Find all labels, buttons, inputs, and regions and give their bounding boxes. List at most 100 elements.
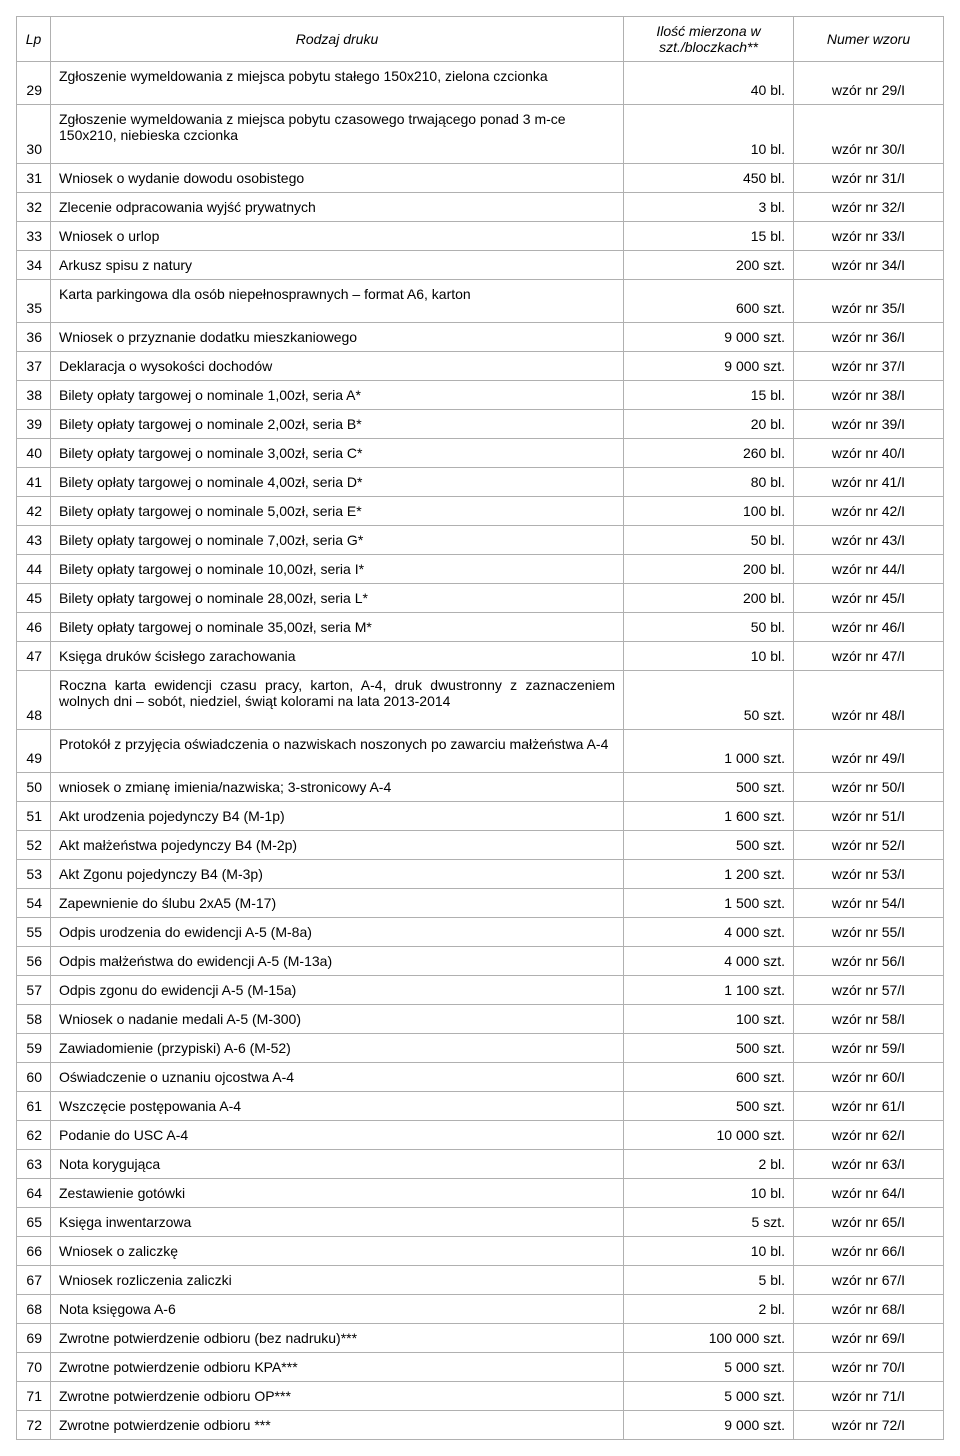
cell-lp: 57 <box>17 976 51 1005</box>
cell-desc: Zwrotne potwierdzenie odbioru OP*** <box>51 1382 624 1411</box>
cell-desc: Bilety opłaty targowej o nominale 7,00zł… <box>51 526 624 555</box>
cell-lp: 63 <box>17 1150 51 1179</box>
cell-num: wzór nr 39/I <box>794 410 944 439</box>
cell-desc: Bilety opłaty targowej o nominale 1,00zł… <box>51 381 624 410</box>
cell-lp: 51 <box>17 802 51 831</box>
table-row: 46Bilety opłaty targowej o nominale 35,0… <box>17 613 944 642</box>
table-row: 47Księga druków ścisłego zarachowania10 … <box>17 642 944 671</box>
table-row: 57Odpis zgonu do ewidencji A-5 (M-15a)1 … <box>17 976 944 1005</box>
cell-num: wzór nr 67/I <box>794 1266 944 1295</box>
cell-num: wzór nr 35/I <box>794 280 944 323</box>
cell-num: wzór nr 72/I <box>794 1411 944 1440</box>
cell-num: wzór nr 37/I <box>794 352 944 381</box>
cell-lp: 35 <box>17 280 51 323</box>
cell-num: wzór nr 48/I <box>794 671 944 730</box>
table-row: 35Karta parkingowa dla osób niepełnospra… <box>17 280 944 323</box>
table-row: 65Księga inwentarzowa5 szt.wzór nr 65/I <box>17 1208 944 1237</box>
table-row: 60Oświadczenie o uznaniu ojcostwa A-4600… <box>17 1063 944 1092</box>
cell-lp: 65 <box>17 1208 51 1237</box>
cell-num: wzór nr 52/I <box>794 831 944 860</box>
cell-num: wzór nr 45/I <box>794 584 944 613</box>
table-row: 37Deklaracja o wysokości dochodów9 000 s… <box>17 352 944 381</box>
cell-qty: 500 szt. <box>624 773 794 802</box>
cell-desc: Akt urodzenia pojedynczy B4 (M-1p) <box>51 802 624 831</box>
cell-qty: 2 bl. <box>624 1150 794 1179</box>
cell-desc: Wniosek o wydanie dowodu osobistego <box>51 164 624 193</box>
cell-qty: 10 bl. <box>624 1179 794 1208</box>
col-header-num: Numer wzoru <box>794 17 944 62</box>
table-row: 41Bilety opłaty targowej o nominale 4,00… <box>17 468 944 497</box>
cell-qty: 1 100 szt. <box>624 976 794 1005</box>
table-row: 56Odpis małżeństwa do ewidencji A-5 (M-1… <box>17 947 944 976</box>
cell-lp: 50 <box>17 773 51 802</box>
cell-desc: Zapewnienie do ślubu 2xA5 (M-17) <box>51 889 624 918</box>
cell-num: wzór nr 33/I <box>794 222 944 251</box>
cell-desc: Podanie do USC A-4 <box>51 1121 624 1150</box>
cell-lp: 48 <box>17 671 51 730</box>
table-row: 29Zgłoszenie wymeldowania z miejsca poby… <box>17 62 944 105</box>
cell-lp: 42 <box>17 497 51 526</box>
cell-lp: 62 <box>17 1121 51 1150</box>
cell-num: wzór nr 56/I <box>794 947 944 976</box>
cell-qty: 1 000 szt. <box>624 730 794 773</box>
cell-desc: Odpis zgonu do ewidencji A-5 (M-15a) <box>51 976 624 1005</box>
table-row: 52Akt małżeństwa pojedynczy B4 (M-2p)500… <box>17 831 944 860</box>
cell-lp: 29 <box>17 62 51 105</box>
col-header-desc: Rodzaj druku <box>51 17 624 62</box>
cell-num: wzór nr 43/I <box>794 526 944 555</box>
cell-num: wzór nr 57/I <box>794 976 944 1005</box>
cell-qty: 10 bl. <box>624 105 794 164</box>
cell-desc: Bilety opłaty targowej o nominale 4,00zł… <box>51 468 624 497</box>
cell-num: wzór nr 34/I <box>794 251 944 280</box>
cell-lp: 60 <box>17 1063 51 1092</box>
cell-desc: Księga druków ścisłego zarachowania <box>51 642 624 671</box>
cell-qty: 200 bl. <box>624 555 794 584</box>
cell-qty: 9 000 szt. <box>624 1411 794 1440</box>
cell-qty: 50 bl. <box>624 526 794 555</box>
cell-num: wzór nr 49/I <box>794 730 944 773</box>
cell-qty: 4 000 szt. <box>624 947 794 976</box>
cell-num: wzór nr 69/I <box>794 1324 944 1353</box>
cell-qty: 100 000 szt. <box>624 1324 794 1353</box>
cell-desc: Wniosek o zaliczkę <box>51 1237 624 1266</box>
table-row: 69Zwrotne potwierdzenie odbioru (bez nad… <box>17 1324 944 1353</box>
cell-lp: 47 <box>17 642 51 671</box>
table-row: 38Bilety opłaty targowej o nominale 1,00… <box>17 381 944 410</box>
cell-qty: 100 szt. <box>624 1005 794 1034</box>
cell-qty: 100 bl. <box>624 497 794 526</box>
cell-lp: 58 <box>17 1005 51 1034</box>
cell-lp: 45 <box>17 584 51 613</box>
table-row: 66Wniosek o zaliczkę10 bl.wzór nr 66/I <box>17 1237 944 1266</box>
table-row: 44Bilety opłaty targowej o nominale 10,0… <box>17 555 944 584</box>
cell-qty: 80 bl. <box>624 468 794 497</box>
cell-lp: 30 <box>17 105 51 164</box>
cell-qty: 10 000 szt. <box>624 1121 794 1150</box>
cell-qty: 1 200 szt. <box>624 860 794 889</box>
cell-lp: 54 <box>17 889 51 918</box>
cell-desc: Bilety opłaty targowej o nominale 35,00z… <box>51 613 624 642</box>
cell-qty: 2 bl. <box>624 1295 794 1324</box>
cell-desc: Zestawienie gotówki <box>51 1179 624 1208</box>
col-header-qty: Ilość mierzona w szt./bloczkach** <box>624 17 794 62</box>
cell-num: wzór nr 70/I <box>794 1353 944 1382</box>
table-row: 39Bilety opłaty targowej o nominale 2,00… <box>17 410 944 439</box>
cell-lp: 68 <box>17 1295 51 1324</box>
cell-lp: 49 <box>17 730 51 773</box>
cell-num: wzór nr 30/I <box>794 105 944 164</box>
table-row: 42Bilety opłaty targowej o nominale 5,00… <box>17 497 944 526</box>
cell-desc: wniosek o zmianę imienia/nazwiska; 3-str… <box>51 773 624 802</box>
cell-desc: Zgłoszenie wymeldowania z miejsca pobytu… <box>51 105 624 164</box>
cell-qty: 5 000 szt. <box>624 1382 794 1411</box>
cell-lp: 40 <box>17 439 51 468</box>
cell-desc: Akt małżeństwa pojedynczy B4 (M-2p) <box>51 831 624 860</box>
cell-qty: 1 500 szt. <box>624 889 794 918</box>
cell-lp: 55 <box>17 918 51 947</box>
cell-num: wzór nr 66/I <box>794 1237 944 1266</box>
cell-qty: 500 szt. <box>624 1092 794 1121</box>
cell-lp: 41 <box>17 468 51 497</box>
table-row: 43Bilety opłaty targowej o nominale 7,00… <box>17 526 944 555</box>
cell-qty: 260 bl. <box>624 439 794 468</box>
table-row: 30Zgłoszenie wymeldowania z miejsca poby… <box>17 105 944 164</box>
table-row: 31Wniosek o wydanie dowodu osobistego450… <box>17 164 944 193</box>
cell-lp: 70 <box>17 1353 51 1382</box>
